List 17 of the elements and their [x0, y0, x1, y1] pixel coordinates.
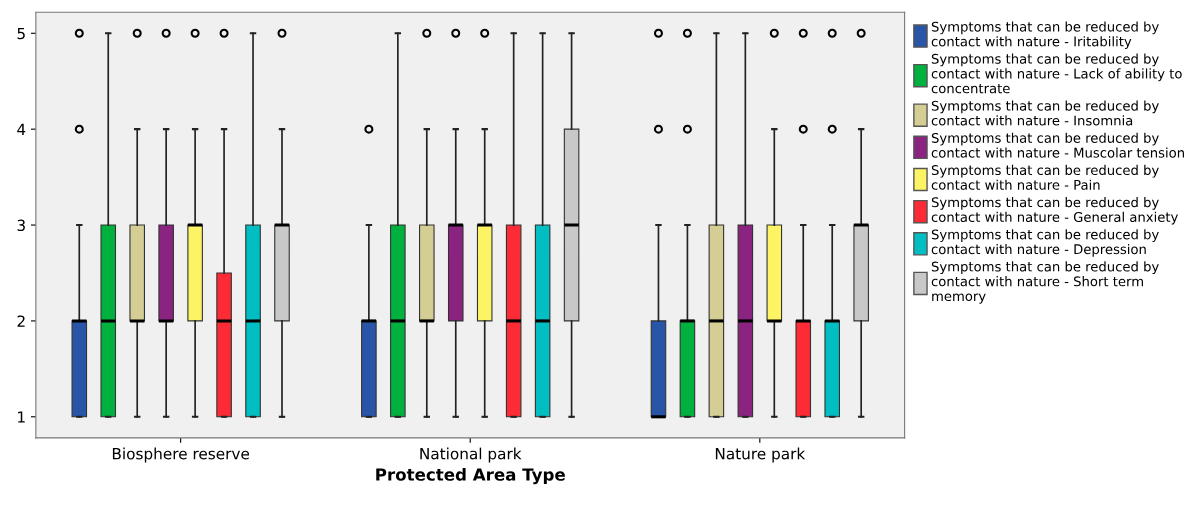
x-axis-title: Protected Area Type — [376, 467, 565, 485]
legend-label: Symptoms that can be reduced by contact with nature - Insomnia — [931, 100, 1159, 126]
legend-label: Symptoms that can be reduced by contact with nature - General anxiety — [931, 197, 1178, 225]
legend-label: Symptoms that can be reduced by contact with nature - Short term memory — [931, 261, 1159, 304]
y-tick-label: 3 — [17, 219, 25, 232]
y-tick-label: 1 — [18, 411, 25, 423]
legend-label: Symptoms that can be reduced by contact with nature - Pain — [931, 164, 1159, 190]
legend-label: Symptoms that can be reduced by contact with nature - Muscolar tension — [931, 132, 1184, 158]
legend-label: Symptoms that can be reduced by contact with nature - Iritability — [931, 21, 1159, 49]
legend-label: Symptoms that can be reduced by contact with nature - Lack of ability to concentrate — [931, 53, 1182, 94]
y-tick-label: 5 — [17, 27, 25, 40]
x-tick-label: National park — [420, 447, 522, 463]
y-tick-label: 2 — [17, 315, 25, 327]
x-tick-label: Biosphere reserve — [112, 447, 250, 463]
y-tick-label: 4 — [17, 123, 26, 135]
legend-label: Symptoms that can be reduced by contact with nature - Depression — [931, 229, 1159, 257]
x-tick-label: Nature park — [715, 447, 806, 463]
